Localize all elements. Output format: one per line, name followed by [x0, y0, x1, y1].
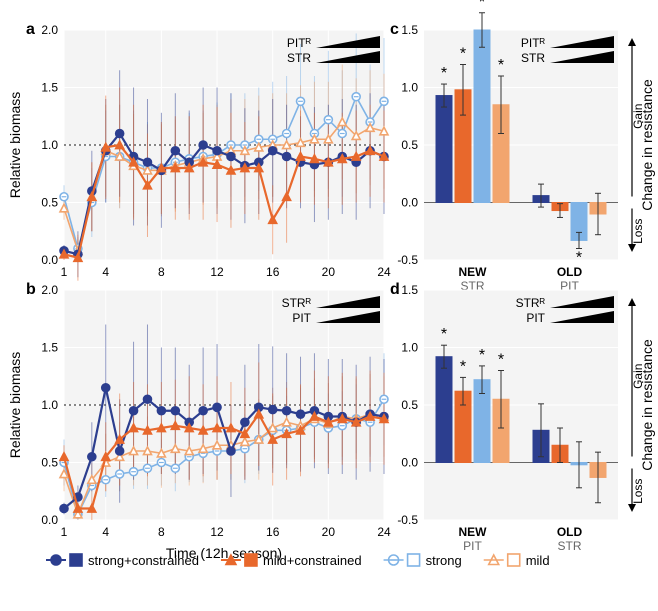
- svg-text:*: *: [460, 358, 466, 375]
- svg-text:STRᴿ: STRᴿ: [516, 296, 546, 310]
- svg-text:24: 24: [377, 265, 391, 279]
- bar: [436, 357, 452, 463]
- svg-text:0.5: 0.5: [401, 138, 418, 152]
- svg-text:0.5: 0.5: [41, 456, 58, 470]
- figure-svg: 0.00.51.01.52.014812162024aRelative biom…: [0, 0, 658, 611]
- svg-text:24: 24: [377, 525, 391, 539]
- svg-text:2.0: 2.0: [41, 283, 58, 297]
- svg-text:0.0: 0.0: [41, 513, 58, 527]
- svg-text:*: *: [498, 57, 504, 74]
- svg-text:2.0: 2.0: [41, 23, 58, 37]
- svg-text:0.0: 0.0: [41, 253, 58, 267]
- svg-text:20: 20: [322, 525, 336, 539]
- svg-text:Loss: Loss: [631, 219, 645, 244]
- svg-text:16: 16: [266, 265, 280, 279]
- svg-text:1: 1: [61, 265, 68, 279]
- svg-text:STR: STR: [287, 51, 311, 65]
- svg-text:-0.5: -0.5: [397, 253, 418, 267]
- svg-text:*: *: [460, 46, 466, 63]
- svg-text:8: 8: [158, 525, 165, 539]
- svg-text:*: *: [479, 0, 485, 11]
- svg-text:8: 8: [158, 265, 165, 279]
- panel-c: -0.50.00.51.01.5****NEWSTR*OLDPITcPITᴿST…: [390, 0, 655, 293]
- svg-text:PIT: PIT: [292, 311, 311, 325]
- svg-text:*: *: [441, 326, 447, 343]
- svg-text:1.0: 1.0: [401, 81, 418, 95]
- svg-text:16: 16: [266, 525, 280, 539]
- svg-text:1.5: 1.5: [401, 23, 418, 37]
- svg-text:12: 12: [210, 265, 224, 279]
- legend-label: strong+constrained: [88, 553, 199, 568]
- svg-text:0.0: 0.0: [401, 456, 418, 470]
- svg-text:OLD: OLD: [557, 265, 583, 279]
- svg-text:1.5: 1.5: [41, 81, 58, 95]
- svg-text:1: 1: [61, 525, 68, 539]
- panel-b: 0.0 0.5 1.0 1.5 2.0 1 4 8 12 16 20 24 b Relative biom…: [7, 281, 391, 561]
- svg-text:STR: STR: [521, 51, 545, 65]
- svg-text:*: *: [441, 65, 447, 82]
- svg-text:Loss: Loss: [631, 479, 645, 504]
- svg-text:0.5: 0.5: [401, 398, 418, 412]
- svg-text:4: 4: [102, 265, 109, 279]
- svg-text:NEW: NEW: [459, 265, 488, 279]
- svg-text:b: b: [26, 281, 36, 298]
- svg-text:-0.5: -0.5: [397, 513, 418, 527]
- svg-text:1.5: 1.5: [401, 283, 418, 297]
- svg-text:*: *: [479, 347, 485, 364]
- svg-text:1.5: 1.5: [41, 341, 58, 355]
- svg-text:c: c: [390, 21, 399, 38]
- svg-text:Relative biomass: Relative biomass: [7, 92, 23, 199]
- svg-text:*: *: [498, 352, 504, 369]
- panel-d: -0.50.00.51.01.5****NEWPITOLDSTRdSTRᴿPIT…: [390, 281, 655, 553]
- svg-text:NEW: NEW: [459, 525, 488, 539]
- svg-text:20: 20: [322, 265, 336, 279]
- bar: [436, 96, 452, 203]
- svg-text:PIT: PIT: [526, 311, 545, 325]
- svg-text:1.0: 1.0: [41, 138, 58, 152]
- svg-text:STRᴿ: STRᴿ: [282, 296, 312, 310]
- panel-a: 0.0 0.5 1.0 1.5 2.0 1 4 8 12 16 20 24 a Relative biom…: [7, 21, 391, 281]
- svg-text:4: 4: [102, 525, 109, 539]
- svg-text:*: *: [576, 250, 582, 267]
- svg-text:Relative biomass: Relative biomass: [7, 352, 23, 459]
- ylabel-d: Change in resistance: [639, 339, 655, 471]
- svg-text:a: a: [26, 21, 35, 38]
- legend: strong+constrained mild+constrained strong…: [46, 553, 550, 568]
- svg-text:d: d: [390, 281, 400, 298]
- svg-text:OLD: OLD: [557, 525, 583, 539]
- svg-text:Gain: Gain: [631, 364, 645, 389]
- svg-text:PIT: PIT: [463, 539, 482, 553]
- legend-label: mild: [526, 553, 550, 568]
- svg-text:12: 12: [210, 525, 224, 539]
- bar: [474, 30, 490, 203]
- svg-text:0.5: 0.5: [41, 196, 58, 210]
- svg-text:PITᴿ: PITᴿ: [287, 36, 312, 50]
- legend-label: strong: [426, 553, 462, 568]
- svg-text:1.0: 1.0: [401, 341, 418, 355]
- legend-label: mild+constrained: [263, 553, 362, 568]
- svg-text:Gain: Gain: [631, 104, 645, 129]
- svg-text:0.0: 0.0: [401, 196, 418, 210]
- svg-text:STR: STR: [558, 539, 582, 553]
- ylabel-c: Change in resistance: [639, 79, 655, 211]
- svg-text:PITᴿ: PITᴿ: [521, 36, 546, 50]
- svg-text:1.0: 1.0: [41, 398, 58, 412]
